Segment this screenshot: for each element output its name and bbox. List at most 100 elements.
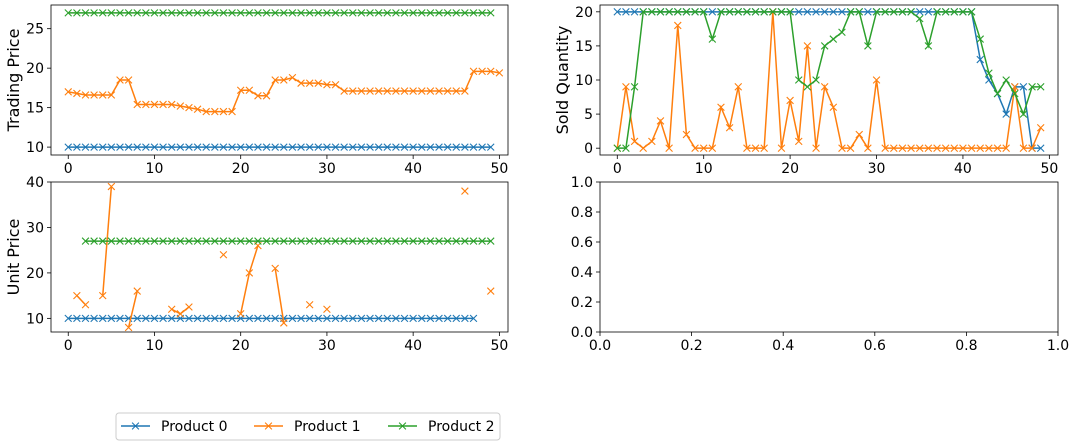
data-point bbox=[297, 143, 305, 151]
data-point bbox=[271, 314, 279, 323]
data-point bbox=[202, 314, 210, 323]
y-tick-label: 0.2 bbox=[571, 295, 593, 311]
data-point bbox=[280, 76, 288, 84]
data-point bbox=[73, 314, 81, 323]
data-point bbox=[622, 144, 630, 152]
data-point bbox=[469, 143, 478, 151]
data-point bbox=[262, 237, 271, 245]
data-point bbox=[366, 87, 374, 95]
data-point bbox=[777, 144, 786, 152]
data-point bbox=[142, 143, 150, 151]
data-point bbox=[392, 143, 400, 151]
data-point bbox=[656, 8, 665, 16]
data-point bbox=[228, 314, 236, 323]
data-point bbox=[193, 237, 202, 245]
data-point bbox=[924, 8, 933, 16]
data-point bbox=[630, 83, 639, 91]
data-point bbox=[349, 87, 357, 95]
data-point bbox=[933, 144, 941, 152]
data-point bbox=[915, 8, 924, 16]
data-point bbox=[838, 144, 846, 152]
data-point bbox=[486, 9, 495, 17]
y-tick-label: 40 bbox=[26, 175, 44, 191]
data-point bbox=[1002, 110, 1010, 118]
y-tick-label: 0.4 bbox=[571, 265, 593, 281]
x-tick-label: 0.2 bbox=[680, 338, 702, 354]
data-point bbox=[297, 9, 305, 17]
data-point bbox=[708, 144, 717, 152]
data-point bbox=[90, 143, 98, 151]
data-point bbox=[751, 8, 760, 16]
data-point bbox=[1019, 83, 1028, 91]
data-point bbox=[838, 8, 846, 16]
data-point bbox=[665, 144, 673, 152]
data-point bbox=[323, 143, 331, 151]
data-point bbox=[288, 9, 297, 17]
data-point bbox=[383, 9, 392, 17]
legend-marker bbox=[131, 422, 140, 430]
data-point bbox=[297, 237, 305, 245]
data-point bbox=[228, 143, 236, 151]
data-point bbox=[349, 314, 357, 323]
data-point bbox=[193, 314, 202, 323]
data-point bbox=[211, 237, 219, 245]
data-point bbox=[392, 87, 400, 95]
data-point bbox=[374, 9, 383, 17]
data-point bbox=[219, 143, 228, 151]
panel-unit: 0 10 20 30 40 50 10 20 30 40 Unit Price bbox=[4, 175, 509, 354]
x-tick-label: 50 bbox=[1040, 161, 1058, 177]
x-tick-label: 0.4 bbox=[772, 338, 794, 354]
data-point bbox=[630, 8, 639, 16]
data-point bbox=[150, 237, 159, 245]
data-point bbox=[469, 67, 478, 76]
data-point bbox=[435, 237, 443, 245]
x-tick-label: 40 bbox=[404, 161, 422, 177]
data-point bbox=[116, 76, 124, 84]
axes-frame bbox=[50, 4, 509, 156]
series-line bbox=[616, 11, 1042, 151]
data-point bbox=[682, 8, 691, 16]
data-point bbox=[271, 76, 279, 84]
data-point bbox=[985, 69, 993, 77]
data-point bbox=[202, 237, 210, 245]
data-point bbox=[357, 143, 366, 151]
data-point bbox=[245, 237, 254, 245]
data-point bbox=[90, 91, 98, 99]
data-point bbox=[461, 187, 469, 195]
data-point bbox=[426, 237, 435, 245]
data-point bbox=[417, 87, 426, 95]
data-point bbox=[820, 8, 829, 16]
data-point bbox=[777, 8, 786, 16]
series-product-2 bbox=[81, 237, 495, 245]
data-point bbox=[1036, 83, 1045, 91]
data-point bbox=[383, 237, 392, 245]
data-point bbox=[409, 314, 417, 323]
data-point bbox=[305, 9, 314, 17]
data-point bbox=[915, 14, 924, 23]
data-point bbox=[1019, 110, 1028, 118]
y-tick-label: 0 bbox=[584, 141, 593, 157]
data-point bbox=[417, 314, 426, 323]
data-point bbox=[426, 314, 435, 323]
x-tick-label: 0 bbox=[64, 338, 73, 354]
x-tick-label: 30 bbox=[318, 161, 336, 177]
x-tick-label: 50 bbox=[490, 338, 508, 354]
data-point bbox=[461, 237, 469, 245]
data-point bbox=[673, 8, 682, 16]
x-tick-label: 0.6 bbox=[864, 338, 886, 354]
data-point bbox=[366, 9, 374, 17]
data-point bbox=[898, 144, 907, 152]
x-tick-label: 0 bbox=[613, 161, 622, 177]
data-point bbox=[185, 237, 193, 245]
panel-empty: 0.0 0.2 0.4 0.6 0.8 1.0 0.0 0.2 0.4 0.6 0.8 1.0 bbox=[571, 175, 1069, 354]
data-point bbox=[133, 287, 142, 295]
legend: Product 0 Product 1 Product 2 bbox=[115, 412, 501, 441]
data-point bbox=[280, 9, 288, 17]
data-point bbox=[1036, 123, 1045, 132]
data-point bbox=[374, 314, 383, 323]
data-point bbox=[280, 237, 288, 245]
data-point bbox=[81, 300, 90, 309]
data-point bbox=[941, 144, 950, 152]
data-point bbox=[288, 143, 297, 151]
data-point bbox=[366, 314, 374, 323]
